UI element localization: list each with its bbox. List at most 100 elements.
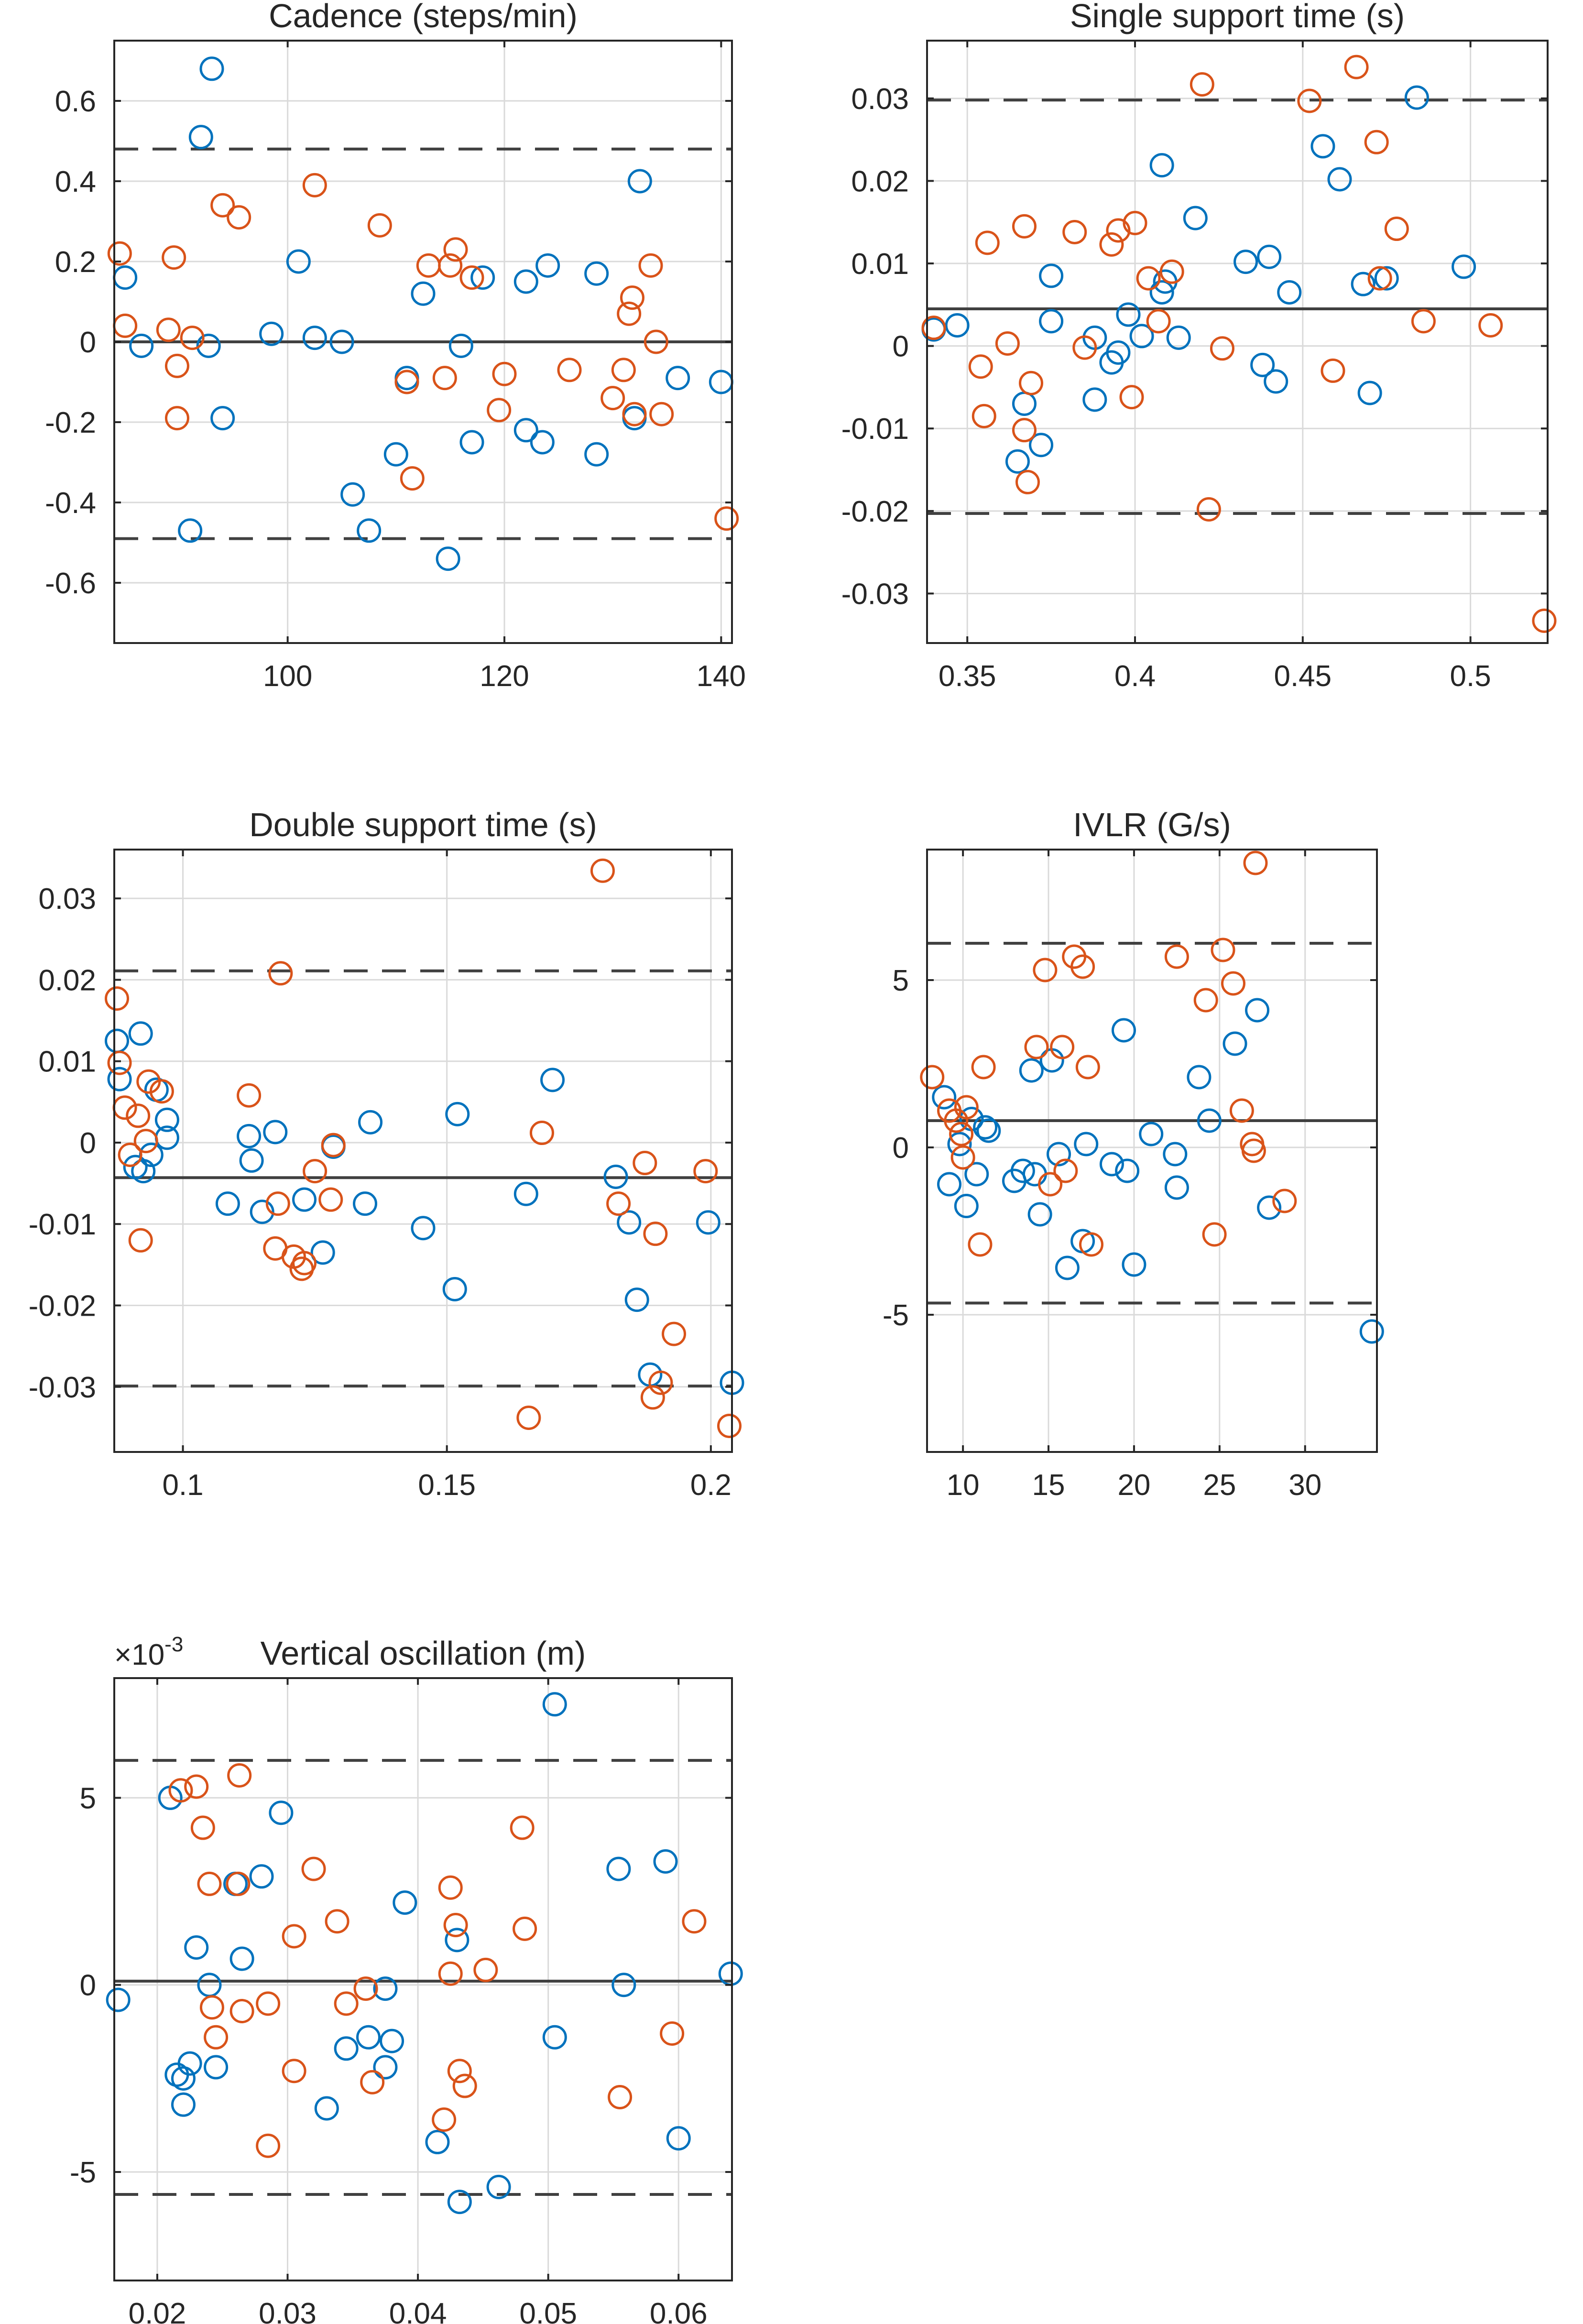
axis-exponent-label: ×10-3	[114, 1633, 183, 1671]
blue-data-point	[666, 2126, 691, 2151]
blue-data-point	[334, 2036, 359, 2061]
y-tick-label: -0.02	[29, 1290, 96, 1323]
orange-data-point	[606, 1191, 631, 1216]
blue-data-point	[1163, 1142, 1188, 1167]
blue-data-point	[617, 1210, 642, 1235]
blue-data-point	[229, 1946, 254, 1971]
orange-data-point	[1024, 1035, 1049, 1059]
orange-data-point	[975, 230, 1000, 255]
orange-data-point	[1075, 1055, 1100, 1080]
y-tick-label: -0.03	[29, 1371, 96, 1404]
orange-data-point	[510, 1815, 535, 1840]
x-tick-label: 30	[1288, 1469, 1321, 1502]
orange-data-point	[1241, 1138, 1266, 1163]
x-tick-label: 20	[1117, 1469, 1150, 1502]
orange-data-point	[643, 1222, 668, 1246]
y-tick-label: 0	[80, 1127, 96, 1160]
blue-data-point	[1039, 309, 1064, 334]
y-tick-label: -5	[70, 2156, 96, 2189]
blue-data-point	[249, 1864, 274, 1889]
blue-data-point	[237, 1124, 262, 1148]
y-tick-label: -0.6	[45, 567, 96, 600]
blue-data-point	[1010, 1158, 1035, 1183]
orange-data-point	[303, 1159, 328, 1184]
y-tick-label: -0.03	[841, 578, 909, 611]
blue-data-point	[1327, 167, 1352, 192]
x-tick-label: 10	[947, 1469, 980, 1502]
blue-data-point	[603, 1164, 628, 1189]
chart-title: Double support time (s)	[249, 806, 597, 843]
axes-box	[926, 40, 1549, 644]
chart-panel-2: 0.35 0.4 0.45 0.5 -0.03 -0.02 -0.01 0 0.01 0.02 0.…	[841, 0, 1557, 693]
orange-data-point	[1123, 210, 1147, 235]
x-tick-label: 0.03	[259, 2297, 317, 2324]
blue-data-point	[540, 1068, 565, 1092]
orange-data-point	[452, 2073, 477, 2098]
blue-data-point	[542, 1692, 567, 1717]
orange-data-point	[1411, 309, 1436, 334]
orange-data-point	[1221, 971, 1245, 996]
orange-data-point	[292, 1251, 317, 1276]
plot-area	[927, 850, 1377, 1452]
x-tick-label: 0.35	[939, 660, 996, 693]
orange-data-point	[353, 1976, 378, 2001]
y-tick-label: 0.02	[38, 964, 96, 997]
blue-data-point	[1264, 369, 1288, 394]
blue-data-point	[1074, 1132, 1099, 1157]
x-tick-label: 140	[697, 660, 746, 693]
y-tick-label: 0	[80, 326, 96, 359]
orange-data-point	[640, 1385, 665, 1410]
blue-data-point	[1245, 998, 1270, 1023]
blue-data-point	[210, 406, 235, 431]
blue-data-point	[154, 1107, 179, 1132]
orange-data-point	[438, 1961, 463, 1986]
blue-data-point	[106, 1987, 131, 2012]
chart-title: IVLR (G/s)	[1073, 806, 1231, 843]
y-tick-label: -0.02	[841, 495, 909, 528]
blue-data-point	[436, 546, 460, 571]
plot-area	[114, 850, 732, 1452]
blue-data-point	[286, 249, 311, 274]
blue-data-point	[171, 2092, 196, 2117]
orange-data-point	[265, 1191, 290, 1216]
orange-data-point	[1202, 1222, 1227, 1247]
axes-box	[926, 849, 1378, 1453]
orange-data-point	[1532, 608, 1557, 633]
blue-data-point	[1359, 1319, 1384, 1344]
orange-data-point	[197, 1871, 222, 1896]
axes-box	[113, 1677, 733, 2281]
orange-data-point	[1193, 988, 1218, 1013]
blue-data-point	[1106, 340, 1131, 365]
orange-data-point	[443, 1913, 468, 1938]
blue-data-point	[530, 430, 555, 455]
x-tick-label: 0.15	[418, 1469, 476, 1502]
blue-data-point	[1351, 272, 1376, 296]
orange-data-point	[438, 253, 463, 278]
blue-data-point	[954, 1194, 979, 1218]
blue-data-point	[239, 1148, 264, 1173]
y-tick-label: 0.01	[851, 248, 909, 281]
blue-data-point	[184, 1935, 209, 1960]
axes-box	[113, 849, 733, 1453]
orange-data-point	[662, 1321, 687, 1346]
blue-data-point	[373, 1976, 398, 2001]
orange-data-point	[1196, 497, 1221, 522]
orange-data-point	[1321, 358, 1345, 383]
y-tick-label: -0.4	[45, 487, 96, 520]
orange-data-point	[226, 1871, 251, 1896]
blue-data-point	[584, 261, 609, 286]
orange-data-point	[473, 1957, 498, 1982]
orange-data-point	[149, 1079, 174, 1104]
blue-data-point	[947, 1132, 972, 1157]
orange-data-point	[162, 245, 186, 270]
blue-data-point	[1374, 266, 1399, 291]
orange-data-point	[1146, 309, 1171, 334]
blue-data-point	[269, 1800, 294, 1825]
blue-data-point	[964, 1162, 989, 1187]
blue-data-point	[263, 1120, 288, 1145]
blue-data-point	[584, 442, 609, 467]
orange-data-point	[367, 213, 392, 238]
orange-data-point	[921, 316, 946, 340]
orange-data-point	[1211, 938, 1235, 962]
